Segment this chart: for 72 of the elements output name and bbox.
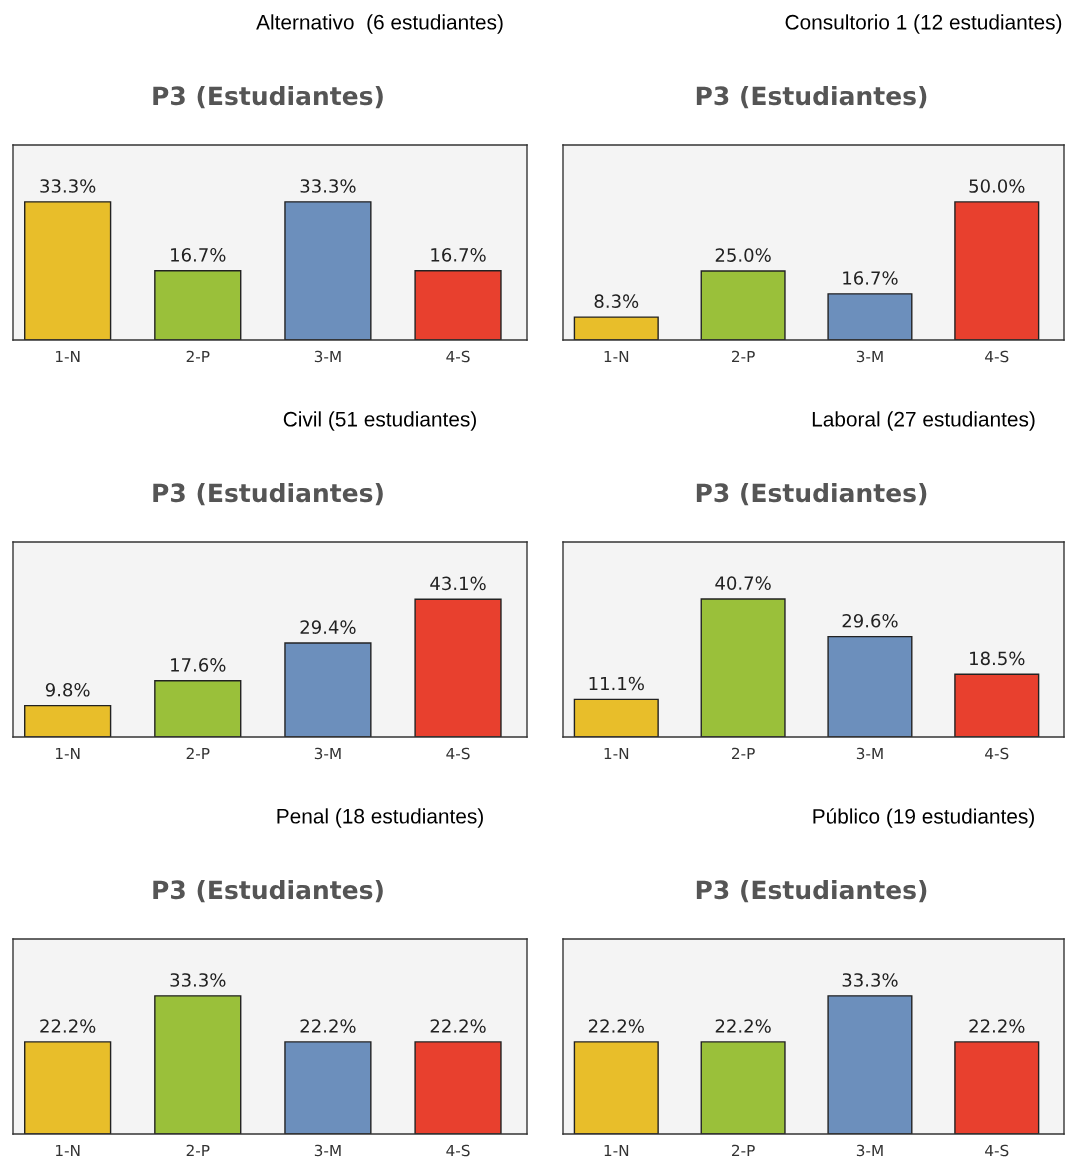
chart-title: Público (19 estudiantes) <box>813 808 1034 828</box>
data-label: 22.2% <box>40 1019 96 1033</box>
x-tick-label: 2-P <box>732 350 755 363</box>
x-tick-label: 4-S <box>446 350 470 363</box>
data-label: 33.3% <box>40 179 96 193</box>
x-tick-label: 1-N <box>56 1144 80 1157</box>
chart-subtitle: P3 (Estudiantes) <box>696 879 927 903</box>
x-tick-label: 3-M <box>314 747 341 760</box>
x-tick-label: 4-S <box>446 747 470 760</box>
data-label: 17.6% <box>171 658 226 672</box>
chart-subtitle: P3 (Estudiantes) <box>153 482 383 506</box>
chart-subtitle: P3 (Estudiantes) <box>696 85 927 109</box>
x-tick-label: 1-N <box>56 747 80 760</box>
chart-title: Laboral (27 estudiantes) <box>812 411 1035 431</box>
data-label: 8.3% <box>594 294 639 309</box>
data-label: 9.8% <box>45 682 90 697</box>
x-tick-label: 4-S <box>985 1144 1009 1157</box>
x-tick-label: 3-M <box>314 1144 341 1157</box>
data-label: 25.0% <box>715 248 771 262</box>
bar <box>284 642 372 737</box>
chart-subtitle: P3 (Estudiantes) <box>696 482 927 506</box>
bar <box>954 673 1040 737</box>
data-label: 16.7% <box>431 248 486 262</box>
data-label: 16.7% <box>171 248 226 262</box>
data-label: 22.2% <box>300 1019 356 1033</box>
data-label: 33.3% <box>170 973 226 987</box>
x-tick-label: 3-M <box>856 1144 883 1157</box>
bar <box>414 598 502 737</box>
data-label: 16.7% <box>843 271 898 285</box>
data-label: 22.2% <box>430 1019 486 1033</box>
chart-title: Penal (18 estudiantes) <box>277 808 483 828</box>
x-tick-label: 2-P <box>186 1144 210 1157</box>
chart-title: Alternativo (6 estudiantes) <box>256 14 503 34</box>
data-label: 11.1% <box>589 676 644 691</box>
x-tick-label: 4-S <box>985 350 1009 363</box>
data-label: 18.5% <box>970 651 1025 666</box>
x-tick-label: 3-M <box>856 747 883 760</box>
bar <box>700 270 786 340</box>
x-tick-label: 1-N <box>604 747 629 760</box>
chart-title: Civil (51 estudiantes) <box>283 411 476 431</box>
x-tick-label: 4-S <box>985 747 1009 760</box>
x-tick-label: 2-P <box>186 747 210 760</box>
x-tick-label: 4-S <box>446 1144 470 1157</box>
bar <box>24 704 112 737</box>
x-tick-label: 2-P <box>732 1144 755 1157</box>
bar <box>827 293 913 340</box>
x-tick-label: 1-N <box>604 1144 629 1157</box>
data-label: 33.3% <box>842 973 898 987</box>
data-label: 29.6% <box>842 613 898 628</box>
bar <box>954 201 1040 340</box>
bar <box>573 316 659 340</box>
chart-title: Consultorio 1 (12 estudiantes) <box>785 14 1062 34</box>
data-label: 40.7% <box>715 576 771 590</box>
bar <box>154 680 242 737</box>
chart-subtitle: P3 (Estudiantes) <box>153 879 383 903</box>
data-label: 22.2% <box>588 1019 644 1033</box>
bar <box>573 698 659 737</box>
data-label: 33.3% <box>300 179 356 193</box>
x-tick-label: 3-M <box>314 350 341 363</box>
chart-subtitle: P3 (Estudiantes) <box>153 85 383 109</box>
data-label: 43.1% <box>430 576 486 591</box>
data-label: 22.2% <box>969 1019 1025 1033</box>
x-tick-label: 2-P <box>732 747 755 760</box>
data-label: 50.0% <box>969 179 1025 193</box>
bar <box>700 598 786 737</box>
x-tick-label: 1-N <box>56 350 80 363</box>
data-label: 22.2% <box>715 1019 771 1033</box>
x-tick-label: 3-M <box>856 350 883 363</box>
data-label: 29.4% <box>300 620 356 634</box>
x-tick-label: 2-P <box>186 350 210 363</box>
x-tick-label: 1-N <box>604 350 629 363</box>
bar <box>827 635 913 737</box>
